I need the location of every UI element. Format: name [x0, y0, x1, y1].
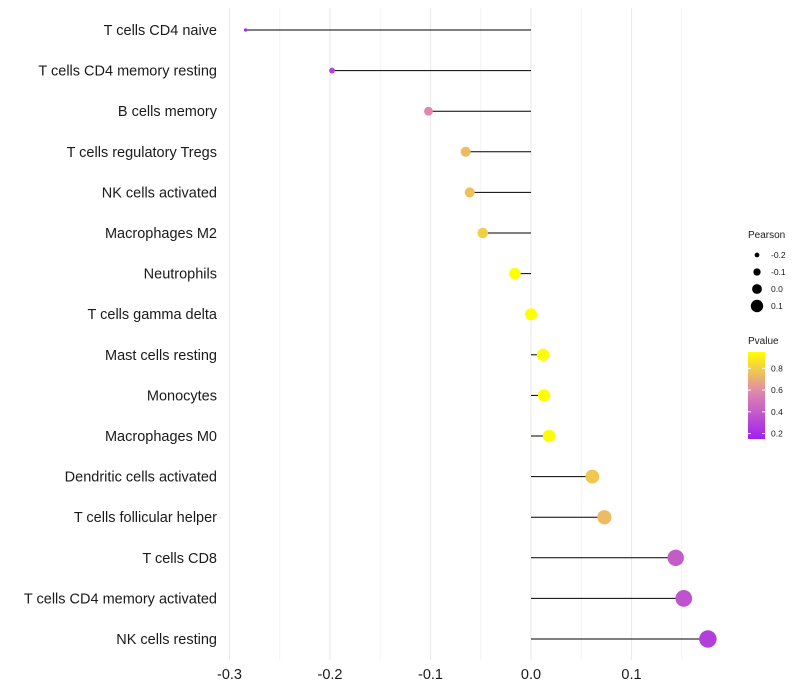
lollipop-dot [542, 429, 556, 443]
lollipop-dot [536, 348, 550, 361]
category-label: B cells memory [118, 104, 218, 120]
pvalue-legend-label: 0.2 [771, 429, 783, 439]
pearson-legend-dot [753, 268, 761, 276]
grid-lines [228, 8, 683, 660]
pvalue-colorbar [748, 352, 765, 439]
category-label: Dendritic cells activated [65, 470, 217, 486]
pearson-legend-dot [754, 252, 760, 258]
x-tick-label: -0.2 [318, 667, 343, 683]
lollipop-dot [329, 67, 335, 74]
lollipop-dot [464, 187, 475, 198]
category-labels: T cells CD4 naive T cells CD4 memory rest… [24, 23, 218, 648]
category-label: Monocytes [147, 388, 217, 404]
lollipop-stems [245, 29, 708, 640]
category-label: NK cells resting [116, 632, 217, 648]
category-label: T cells CD8 [142, 551, 217, 567]
pvalue-legend-label: 0.8 [771, 363, 783, 373]
category-label: Macrophages M0 [105, 429, 217, 445]
lollipop-dot [460, 146, 471, 157]
category-label: T cells CD4 memory resting [38, 64, 217, 80]
x-axis-tick-labels: -0.3 -0.2 -0.1 0.0 0.1 [217, 667, 642, 683]
category-label: T cells gamma delta [88, 307, 218, 323]
category-label: T cells CD4 memory activated [24, 591, 217, 607]
pearson-legend-dot [752, 284, 762, 294]
pearson-legend-label: 0.0 [771, 284, 783, 294]
category-label: T cells follicular helper [74, 510, 217, 526]
pearson-legend-label: -0.2 [771, 250, 786, 260]
pearson-legend-title: Pearson [748, 230, 785, 241]
lollipop-dot [537, 389, 551, 402]
lollipop-dot [424, 106, 433, 116]
x-tick-label: 0.0 [521, 667, 541, 683]
lollipop-dot [477, 227, 489, 239]
lollipop-dot [509, 267, 521, 280]
lollipop-dot [597, 510, 612, 525]
x-tick-label: -0.1 [418, 667, 443, 683]
pearson-legend-label: -0.1 [771, 267, 786, 277]
pvalue-legend-label: 0.6 [771, 385, 783, 395]
pvalue-color-legend: Pvalue 0.8 0.6 0.4 0.2 [748, 336, 783, 439]
category-label: Neutrophils [144, 267, 217, 283]
pearson-legend-label: 0.1 [771, 301, 783, 311]
lollipop-dot [675, 590, 693, 607]
category-label: T cells regulatory Tregs [67, 145, 217, 161]
lollipop-dot [667, 549, 684, 567]
category-label: Macrophages M2 [105, 226, 217, 242]
pearson-size-legend: Pearson -0.2 -0.1 0.0 0.1 [748, 230, 786, 313]
x-tick-label: -0.3 [217, 667, 242, 683]
lollipop-dot [243, 28, 248, 32]
pvalue-legend-label: 0.4 [771, 407, 783, 417]
lollipop-dots [243, 28, 717, 648]
lollipop-dot [585, 469, 600, 484]
lollipop-dot [699, 630, 717, 648]
category-label: T cells CD4 naive [104, 23, 217, 39]
pearson-legend-dot [750, 299, 764, 313]
pvalue-legend-title: Pvalue [748, 336, 779, 347]
category-label: NK cells activated [102, 185, 217, 201]
x-tick-label: 0.1 [621, 667, 641, 683]
lollipop-dot [525, 308, 537, 321]
category-label: Mast cells resting [105, 348, 217, 364]
